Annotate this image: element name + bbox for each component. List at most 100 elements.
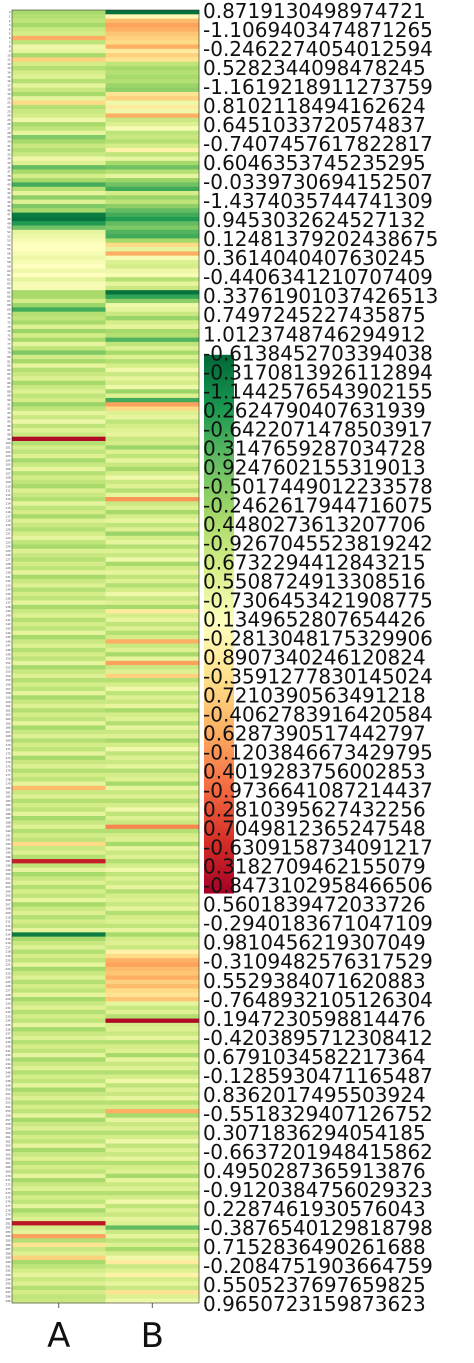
- heatmap-cell-113-A: [12, 497, 106, 502]
- annotation-label-13: 0.3614040407630245: [203, 246, 426, 270]
- x-tick-label-A: A: [47, 1316, 70, 1356]
- heatmap-cell-279-B: [105, 1212, 200, 1218]
- y-tick-label-25: 25: [7, 118, 11, 122]
- heatmap-cell-54-A: [12, 242, 106, 248]
- y-tick-label-228: 228: [6, 993, 11, 997]
- heatmap-cell-61-B: [105, 272, 200, 278]
- y-tick-label-140: 140: [6, 614, 11, 618]
- y-tick-label-141: 141: [6, 618, 11, 622]
- annotation-label-5: 0.8102118494162624: [203, 94, 426, 118]
- heatmap-cell-116-B: [105, 509, 200, 515]
- heatmap-cell-236-B: [105, 1027, 200, 1032]
- heatmap-cell-134-B: [105, 587, 200, 593]
- heatmap-cell-247-A: [12, 1074, 106, 1080]
- y-tick-label-76: 76: [7, 338, 11, 342]
- heatmap-cell-47-B: [105, 212, 200, 218]
- heatmap-cell-231-A: [12, 1005, 106, 1011]
- y-tick-label-54: 54: [7, 243, 11, 247]
- heatmap-cell-141-B: [105, 617, 200, 623]
- heatmap-cell-196-B: [105, 854, 200, 860]
- annotation-label-11: 0.9453032624527132: [203, 208, 426, 232]
- heatmap-cell-85-B: [105, 376, 200, 381]
- y-tick-label-133: 133: [6, 583, 11, 587]
- y-tick-label-26: 26: [7, 122, 11, 126]
- y-tick-label-299: 299: [6, 1299, 11, 1303]
- y-tick-label-105: 105: [6, 463, 11, 467]
- heatmap-cell-78-A: [12, 346, 106, 351]
- heatmap-cell-50-A: [12, 225, 106, 231]
- heatmap-cell-207-B: [105, 902, 200, 907]
- heatmap-cell-83-B: [105, 367, 200, 373]
- heatmap-cell-42-A: [12, 191, 106, 196]
- y-tick-label-223: 223: [6, 971, 11, 975]
- heatmap-cell-267-B: [105, 1160, 200, 1166]
- heatmap-cell-208-A: [12, 906, 106, 912]
- heatmap-cell-175-A: [12, 764, 106, 769]
- heatmap-cell-66-A: [12, 294, 106, 300]
- heatmap-cell-263-A: [12, 1143, 106, 1149]
- annotation-label-1: -1.1069403474871265: [203, 18, 433, 42]
- y-tick-label-238: 238: [6, 1036, 11, 1040]
- heatmap-cell-161-A: [12, 703, 106, 709]
- heatmap-cell-255-A: [12, 1109, 106, 1114]
- heatmap-cell-185-B: [105, 807, 200, 812]
- heatmap-cell-236-A: [12, 1027, 106, 1032]
- y-tick-label-225: 225: [6, 980, 11, 984]
- heatmap-cell-104-B: [105, 458, 200, 463]
- heatmap-cell-277-A: [12, 1203, 106, 1209]
- heatmap-cell-167-A: [12, 729, 106, 735]
- heatmap-cell-213-A: [12, 928, 106, 933]
- heatmap-cell-129-A: [12, 565, 106, 571]
- heatmap-cell-214-B: [105, 932, 200, 937]
- heatmap-cell-38-A: [12, 173, 106, 179]
- y-tick-label-226: 226: [6, 984, 11, 988]
- heatmap-cell-65-A: [12, 290, 106, 295]
- heatmap-cell-196-A: [12, 854, 106, 860]
- heatmap-cell-238-B: [105, 1035, 200, 1041]
- y-tick-label-56: 56: [7, 252, 11, 256]
- annotation-label-68: 0.9650723159873623: [203, 1292, 426, 1316]
- heatmap-cell-200-A: [12, 872, 106, 877]
- heatmap-cell-178-B: [105, 777, 200, 782]
- y-tick-label-272: 272: [6, 1182, 11, 1186]
- heatmap-cell-166-A: [12, 725, 106, 731]
- heatmap-cell-143-A: [12, 626, 106, 631]
- heatmap-cell-261-B: [105, 1134, 200, 1140]
- heatmap-cell-147-A: [12, 643, 106, 649]
- heatmap-cell-288-A: [12, 1251, 106, 1256]
- heatmap-cell-41-A: [12, 186, 106, 192]
- y-tick-label-282: 282: [6, 1226, 11, 1230]
- y-tick-label-212: 212: [6, 924, 11, 928]
- y-tick-label-40: 40: [7, 183, 11, 187]
- y-tick-label-61: 61: [7, 273, 11, 277]
- y-tick-label-243: 243: [6, 1057, 11, 1061]
- heatmap-cell-164-A: [12, 716, 106, 722]
- y-tick-label-78: 78: [7, 346, 11, 350]
- heatmap-cell-222-B: [105, 966, 200, 972]
- heatmap-cell-298-A: [12, 1294, 106, 1299]
- heatmap-cell-13-A: [12, 66, 106, 71]
- heatmap-cell-193-A: [12, 841, 106, 847]
- heatmap-cell-112-B: [105, 492, 200, 498]
- heatmap-cell-75-A: [12, 333, 106, 338]
- heatmap-cell-241-B: [105, 1048, 200, 1054]
- y-tick-label-124: 124: [6, 545, 11, 549]
- heatmap-cell-160-A: [12, 699, 106, 705]
- annotation-label-7: -0.7407457617822817: [203, 132, 433, 156]
- heatmap-cell-176-B: [105, 768, 200, 774]
- y-tick-label-13: 13: [7, 66, 11, 70]
- heatmap-cell-14-B: [105, 70, 200, 75]
- heatmap-cell-44-A: [12, 199, 106, 205]
- annotation-label-33: -0.2813048175329906: [203, 626, 433, 650]
- y-tick-label-291: 291: [6, 1264, 11, 1268]
- heatmap-cell-49-B: [105, 221, 200, 226]
- heatmap-cell-130-B: [105, 570, 200, 575]
- heatmap-cell-173-B: [105, 755, 200, 761]
- y-tick-label-16: 16: [7, 79, 11, 83]
- y-tick-label-70: 70: [7, 312, 11, 316]
- y-tick-label-43: 43: [7, 195, 11, 199]
- heatmap-cell-114-A: [12, 501, 106, 506]
- heatmap-cell-102-B: [105, 449, 200, 455]
